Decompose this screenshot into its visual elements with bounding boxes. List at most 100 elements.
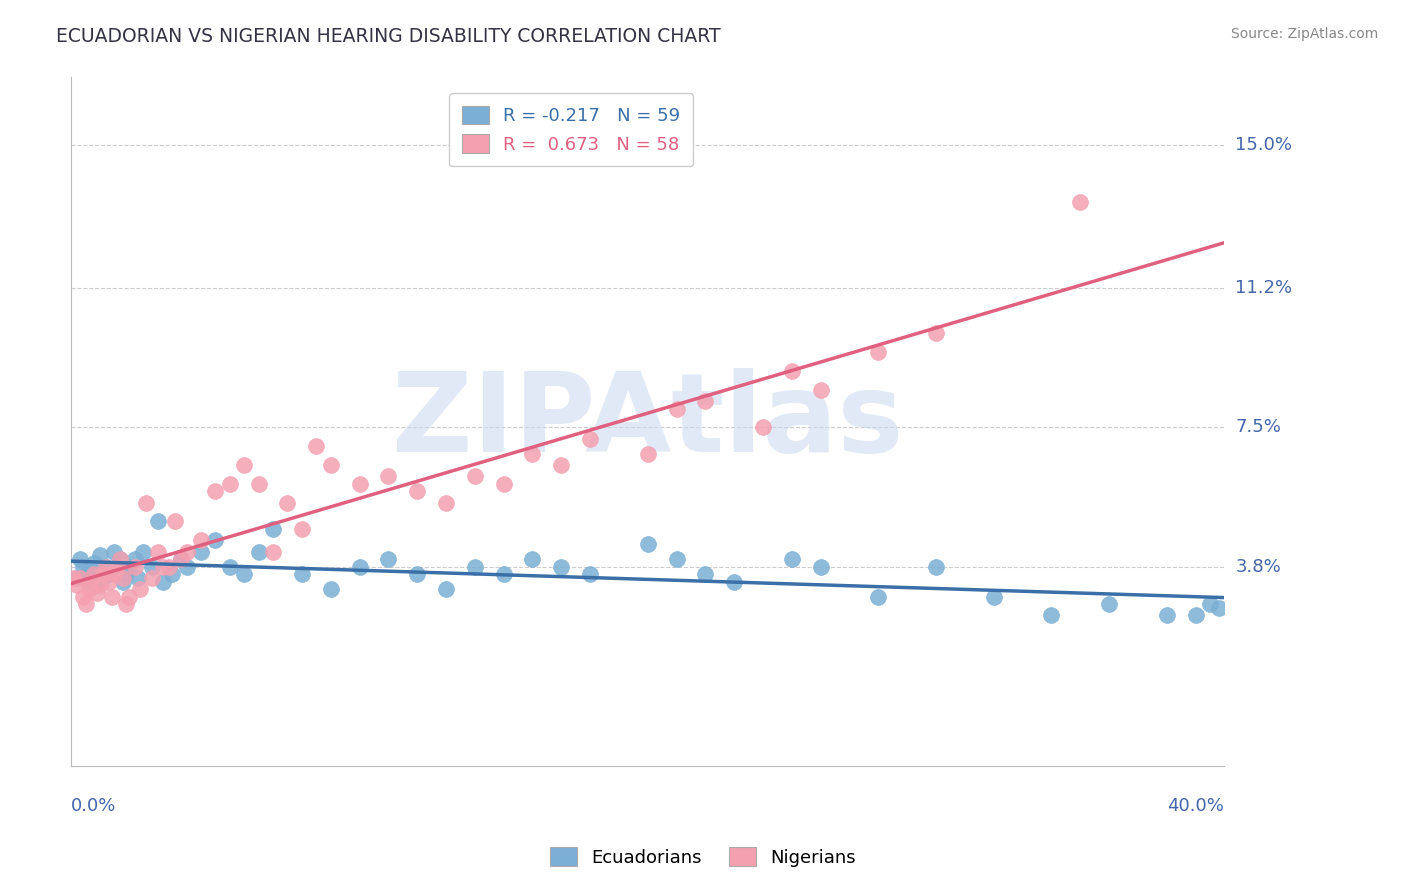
Point (170, 552, 193, 566)
Point (80, 563, 103, 577)
Point (124, 559, 146, 574)
Point (464, 469, 486, 483)
Point (66, 578, 89, 592)
Point (637, 537, 659, 551)
Point (218, 476, 240, 491)
Point (72, 559, 94, 574)
Point (349, 559, 371, 574)
Point (492, 476, 515, 491)
Point (276, 495, 298, 509)
Point (146, 515, 169, 529)
Point (1199, 597, 1222, 611)
Point (100, 590, 122, 604)
Point (579, 432, 602, 446)
Point (190, 544, 212, 558)
Point (377, 552, 399, 566)
Point (152, 574, 174, 589)
Point (247, 544, 270, 558)
Point (810, 383, 832, 397)
Point (83, 556, 105, 570)
Point (80, 574, 103, 589)
Point (637, 447, 659, 461)
Legend: Ecuadorians, Nigerians: Ecuadorians, Nigerians (543, 840, 863, 874)
Point (204, 533, 226, 548)
Point (94, 559, 117, 574)
Point (75, 597, 97, 611)
Point (110, 552, 132, 566)
Text: 0.0%: 0.0% (72, 797, 117, 814)
Point (157, 559, 180, 574)
Point (522, 447, 544, 461)
Point (723, 574, 745, 589)
Point (103, 544, 125, 558)
Point (434, 582, 457, 596)
Point (163, 515, 186, 529)
Point (1098, 597, 1121, 611)
Point (132, 544, 155, 558)
Point (1208, 601, 1230, 615)
Point (86, 578, 108, 592)
Text: 40.0%: 40.0% (1167, 797, 1225, 814)
Text: 11.2%: 11.2% (1236, 279, 1292, 297)
Point (349, 476, 371, 491)
Point (377, 469, 399, 483)
Point (77, 582, 100, 596)
Point (91, 567, 114, 582)
Point (665, 401, 688, 416)
Point (176, 544, 198, 558)
Point (1184, 608, 1206, 623)
Point (695, 567, 717, 582)
Point (170, 552, 193, 566)
Point (319, 458, 342, 472)
Point (218, 559, 240, 574)
Point (72, 590, 94, 604)
Point (110, 552, 132, 566)
Point (434, 495, 457, 509)
Point (91, 571, 114, 585)
Point (112, 574, 135, 589)
Point (550, 559, 572, 574)
Point (579, 567, 602, 582)
Point (127, 571, 149, 585)
Point (112, 571, 135, 585)
Point (1040, 608, 1063, 623)
Point (1156, 608, 1178, 623)
Point (115, 567, 138, 582)
Point (406, 567, 429, 582)
Point (291, 567, 314, 582)
Point (118, 590, 141, 604)
Point (115, 597, 138, 611)
Point (780, 364, 803, 378)
Legend: R = -0.217   N = 59, R =  0.673   N = 58: R = -0.217 N = 59, R = 0.673 N = 58 (450, 94, 693, 166)
Point (319, 582, 342, 596)
Point (752, 420, 775, 434)
Text: 15.0%: 15.0% (1236, 136, 1292, 154)
Point (247, 476, 270, 491)
Point (75, 567, 97, 582)
Point (105, 559, 128, 574)
Point (925, 559, 948, 574)
Point (69, 571, 91, 585)
Point (97, 574, 120, 589)
Point (983, 590, 1005, 604)
Point (233, 458, 256, 472)
Point (406, 484, 429, 499)
Text: ECUADORIAN VS NIGERIAN HEARING DISABILITY CORRELATION CHART: ECUADORIAN VS NIGERIAN HEARING DISABILIT… (56, 27, 721, 45)
Point (204, 484, 226, 499)
Point (262, 522, 284, 536)
Point (118, 559, 141, 574)
Point (129, 582, 152, 596)
Point (665, 552, 688, 566)
Point (925, 326, 948, 341)
Point (492, 567, 515, 582)
Point (522, 552, 544, 566)
Point (97, 567, 120, 582)
Point (291, 522, 314, 536)
Point (83, 567, 105, 582)
Point (77, 574, 100, 589)
Point (141, 559, 163, 574)
Point (135, 495, 157, 509)
Point (152, 559, 174, 574)
Point (103, 567, 125, 582)
Text: ZIPAtlas: ZIPAtlas (392, 368, 904, 475)
